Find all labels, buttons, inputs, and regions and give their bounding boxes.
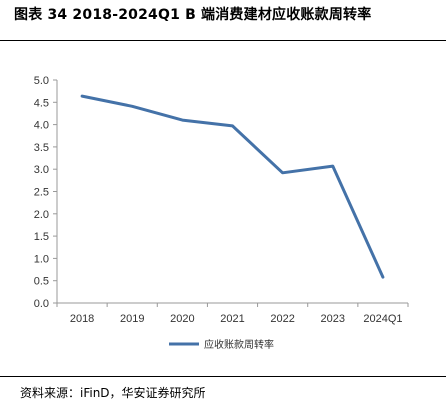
x-tick-label: 2024Q1 — [363, 313, 402, 325]
y-tick-label: 0.5 — [34, 276, 49, 288]
series-layer — [80, 94, 385, 279]
y-tick-label: 1.5 — [34, 231, 49, 243]
x-tick-label: 2021 — [220, 313, 244, 325]
y-tick-label: 0.0 — [34, 298, 49, 310]
data-point — [80, 94, 84, 98]
x-tick-label: 2020 — [170, 313, 194, 325]
y-tick-label: 1.0 — [34, 253, 49, 265]
y-axis: 0.0 0.5 1.0 1.5 2.0 2.5 3.0 3.5 4.0 4.5 5.0 — [34, 75, 58, 310]
y-tick-label: 3.5 — [34, 142, 49, 154]
x-tick-label: 2023 — [321, 313, 345, 325]
data-point — [180, 118, 184, 122]
data-point — [381, 275, 385, 279]
x-tick-label: 2019 — [120, 313, 144, 325]
figure-source: 资料来源：iFinD，华安证券研究所 — [20, 386, 206, 400]
data-point — [331, 164, 335, 168]
y-tick-label: 2.0 — [34, 209, 49, 221]
y-tick-label: 3.0 — [34, 164, 49, 176]
y-tick-label: 4.0 — [34, 120, 49, 132]
x-axis: 2018 2019 2020 2021 2022 2023 2024Q1 — [56, 302, 409, 325]
legend-label: 应收账款周转率 — [204, 338, 274, 351]
x-tick-label: 2018 — [70, 313, 94, 325]
x-tick-label: 2022 — [270, 313, 294, 325]
y-tick-label: 5.0 — [34, 75, 49, 87]
series-line — [80, 94, 385, 279]
frame-bottom-rule — [0, 376, 446, 377]
figure-title: 图表 34 2018-2024Q1 B 端消费建材应收账款周转率 — [14, 7, 372, 23]
y-tick-label: 4.5 — [34, 97, 49, 109]
y-tick-label: 2.5 — [34, 187, 49, 199]
frame-top-rule — [0, 40, 446, 41]
data-point — [281, 171, 285, 175]
data-point — [130, 104, 134, 108]
data-point — [231, 124, 235, 128]
legend: 应收账款周转率 — [169, 338, 274, 351]
